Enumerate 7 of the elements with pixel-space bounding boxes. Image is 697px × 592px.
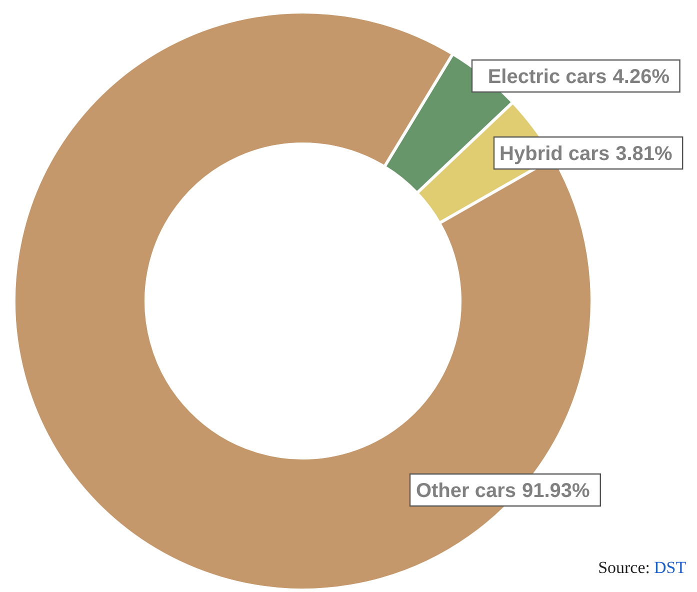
data-label: 91.93% [522, 480, 590, 502]
data-label: 4.26% [612, 66, 670, 88]
slice-label: Hybrid cars [500, 143, 610, 165]
slice-label: Electric cars [488, 66, 607, 88]
source-note: Source: DST [598, 558, 687, 577]
slice-label: Other cars [416, 480, 516, 502]
data-label: 3.81% [616, 143, 673, 165]
